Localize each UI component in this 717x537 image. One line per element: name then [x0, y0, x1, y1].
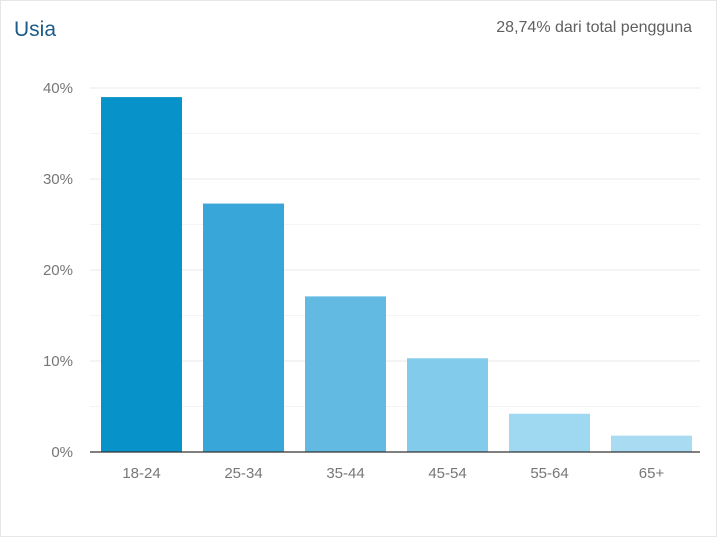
bars	[101, 97, 692, 452]
x-tick-label: 45-54	[428, 465, 466, 482]
x-tick-label: 65+	[639, 465, 665, 482]
gridlines	[90, 87, 700, 453]
y-tick-label: 40%	[43, 80, 73, 97]
bar-65+[interactable]	[611, 435, 692, 452]
bar-45-54[interactable]	[407, 358, 488, 452]
users-share-text: 28,74% dari total pengguna	[496, 19, 692, 36]
bar-25-34[interactable]	[203, 203, 284, 452]
chart-title: Usia	[14, 18, 57, 41]
y-tick-label: 30%	[43, 171, 73, 188]
y-tick-label: 0%	[51, 444, 73, 461]
bar-55-64[interactable]	[509, 413, 590, 452]
x-tick-label: 18-24	[122, 465, 160, 482]
bar-35-44[interactable]	[305, 296, 386, 452]
bar-18-24[interactable]	[101, 97, 182, 452]
x-tick-label: 55-64	[530, 465, 568, 482]
x-tick-label: 35-44	[326, 465, 364, 482]
x-tick-label: 25-34	[224, 465, 262, 482]
y-axis-ticks: 0% 10% 20% 30% 40%	[43, 80, 73, 461]
y-tick-label: 20%	[43, 262, 73, 279]
x-axis-ticks: 18-24 25-34 35-44 45-54 55-64 65+	[122, 465, 664, 482]
y-tick-label: 10%	[43, 353, 73, 370]
